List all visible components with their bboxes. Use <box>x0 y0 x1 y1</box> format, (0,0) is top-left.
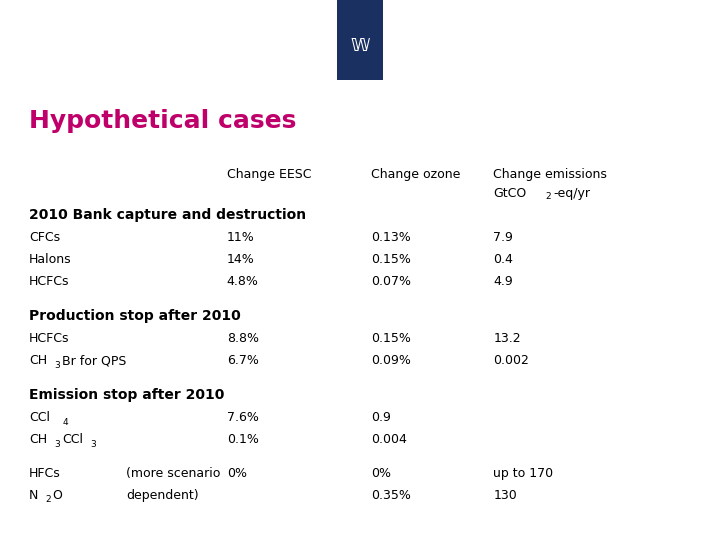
Text: 𝕎: 𝕎 <box>350 37 370 56</box>
Text: 0.1%: 0.1% <box>227 433 258 446</box>
Text: CH: CH <box>29 354 47 367</box>
Text: 6.7%: 6.7% <box>227 354 258 367</box>
Text: CFCs: CFCs <box>29 231 60 245</box>
Bar <box>337 0 383 80</box>
Text: Change ozone: Change ozone <box>371 168 460 181</box>
Text: 0.13%: 0.13% <box>371 231 410 245</box>
Text: Emission stop after 2010: Emission stop after 2010 <box>29 388 224 402</box>
Text: 4.8%: 4.8% <box>227 275 258 288</box>
Text: 0.9: 0.9 <box>371 411 391 424</box>
Text: 14%: 14% <box>227 253 255 266</box>
Text: 0.004: 0.004 <box>371 433 407 446</box>
Text: 13: 13 <box>14 516 28 525</box>
Text: Production stop after 2010: Production stop after 2010 <box>29 309 240 323</box>
Text: GtCO: GtCO <box>493 187 526 200</box>
Text: 7.9: 7.9 <box>493 231 513 245</box>
Text: Hypothetical cases: Hypothetical cases <box>29 110 296 133</box>
Text: 0%: 0% <box>227 467 247 480</box>
Text: 3: 3 <box>55 440 60 449</box>
Text: 0.07%: 0.07% <box>371 275 411 288</box>
Text: CCl: CCl <box>29 411 50 424</box>
Text: Halons: Halons <box>29 253 71 266</box>
Text: 11%: 11% <box>227 231 255 245</box>
Text: 13.2: 13.2 <box>493 332 521 345</box>
Text: N: N <box>29 489 38 502</box>
Text: 0%: 0% <box>371 467 391 480</box>
Text: 0.09%: 0.09% <box>371 354 410 367</box>
Text: 2: 2 <box>545 192 551 201</box>
Text: 3: 3 <box>55 361 60 370</box>
Text: 2: 2 <box>45 496 51 504</box>
Text: up to 170: up to 170 <box>493 467 554 480</box>
Text: 4: 4 <box>63 418 68 427</box>
Text: HCFCs: HCFCs <box>29 332 69 345</box>
Text: HCFCs: HCFCs <box>29 275 69 288</box>
Text: Change emissions: Change emissions <box>493 168 607 181</box>
Text: CCl: CCl <box>62 433 83 446</box>
Text: 2010 Bank capture and destruction: 2010 Bank capture and destruction <box>29 208 306 222</box>
Text: (more scenario: (more scenario <box>126 467 220 480</box>
Text: Scenarios of ODSs and ODS substitutes | 02 May 2011: Scenarios of ODSs and ODS substitutes | … <box>402 515 706 526</box>
Text: 0.15%: 0.15% <box>371 253 410 266</box>
Text: HFCs: HFCs <box>29 467 60 480</box>
Text: 0.002: 0.002 <box>493 354 529 367</box>
Text: 4.9: 4.9 <box>493 275 513 288</box>
Text: CH: CH <box>29 433 47 446</box>
Text: O: O <box>53 489 63 502</box>
Text: 8.8%: 8.8% <box>227 332 258 345</box>
Text: dependent): dependent) <box>126 489 199 502</box>
Text: Change EESC: Change EESC <box>227 168 311 181</box>
Text: 0.35%: 0.35% <box>371 489 410 502</box>
Text: 3: 3 <box>91 440 96 449</box>
Text: Br for QPS: Br for QPS <box>62 354 126 367</box>
Text: 7.6%: 7.6% <box>227 411 258 424</box>
Text: 130: 130 <box>493 489 517 502</box>
Text: -eq/yr: -eq/yr <box>553 187 590 200</box>
Text: 0.4: 0.4 <box>493 253 513 266</box>
Text: 0.15%: 0.15% <box>371 332 410 345</box>
